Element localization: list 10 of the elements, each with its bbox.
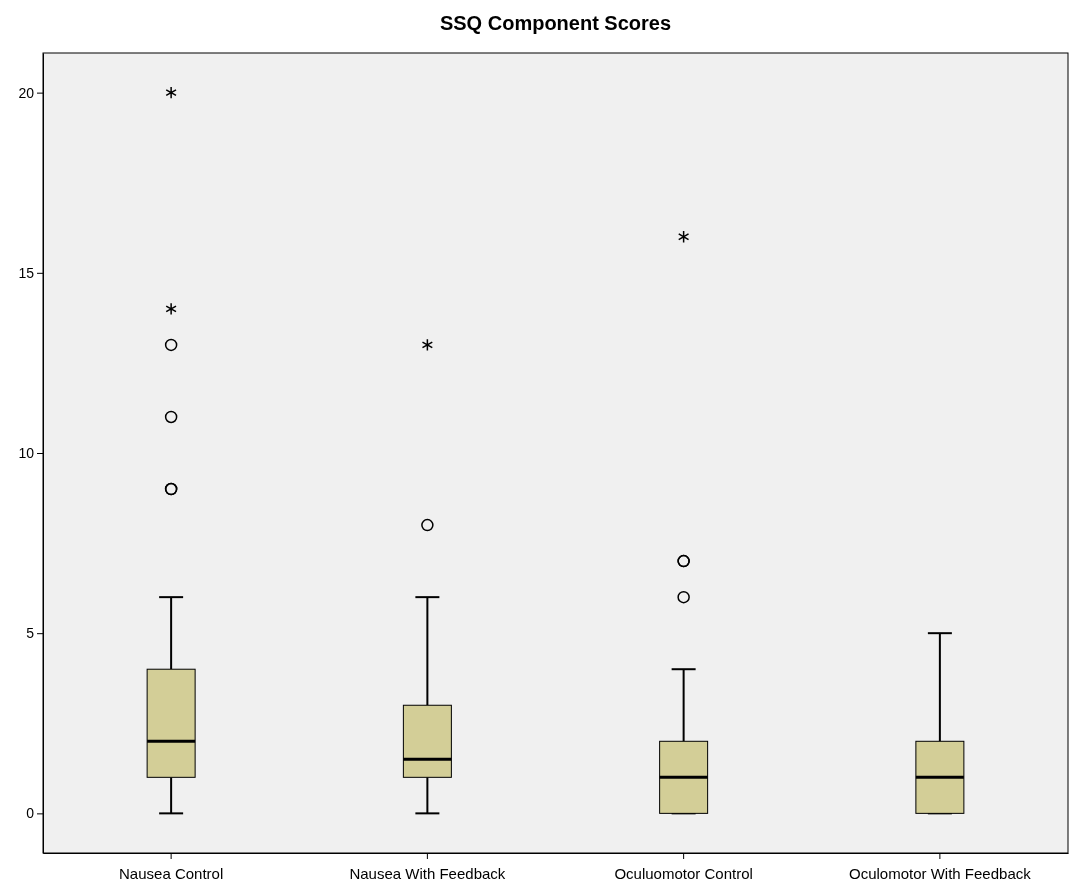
x-tick-label: Oculuomotor Control bbox=[614, 864, 753, 882]
y-tick-label: 20 bbox=[18, 84, 35, 101]
x-tick-label: Nausea With Feedback bbox=[349, 864, 506, 882]
y-tick-label: 0 bbox=[26, 805, 35, 822]
x-tick-label: Nausea Control bbox=[119, 864, 224, 882]
chart-title: SSQ Component Scores bbox=[439, 12, 672, 34]
y-tick-label: 15 bbox=[18, 264, 35, 281]
x-tick-label: Oculomotor With Feedback bbox=[849, 864, 1032, 882]
y-tick-label: 10 bbox=[18, 444, 35, 461]
y-tick-label: 5 bbox=[26, 625, 35, 642]
